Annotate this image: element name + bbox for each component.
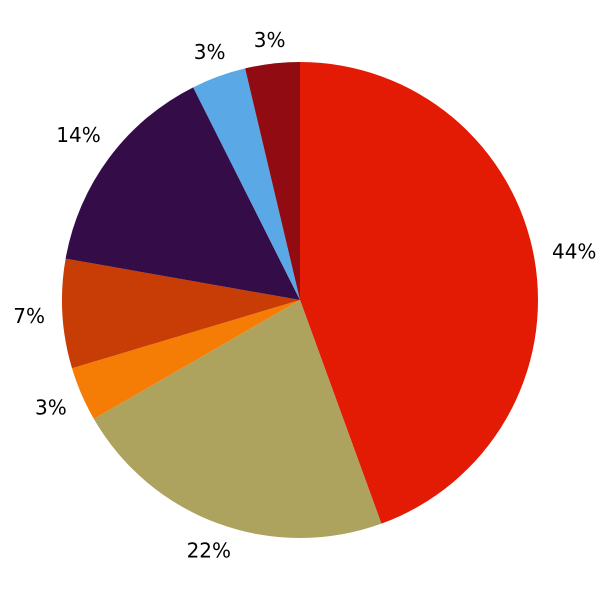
pie-slice-dark-purple (65, 87, 301, 300)
pie-slice-rust (62, 258, 301, 369)
pie-slice-red (300, 62, 539, 524)
pie-slice-label-red: 44% (552, 240, 596, 264)
pie-slice-label-khaki: 22% (187, 539, 231, 563)
pie-slice-light-blue (193, 68, 300, 300)
pie-slice-label-maroon: 3% (254, 28, 286, 52)
pie-slice-label-orange: 3% (35, 396, 67, 420)
pie-slice-orange (72, 300, 300, 419)
pie-slice-label-rust: 7% (13, 304, 45, 328)
pie-slice-maroon (245, 62, 300, 300)
pie-slice-label-light-blue: 3% (194, 40, 226, 64)
pie-slice-label-dark-purple: 14% (56, 123, 100, 147)
pie-slice-khaki (93, 300, 382, 539)
